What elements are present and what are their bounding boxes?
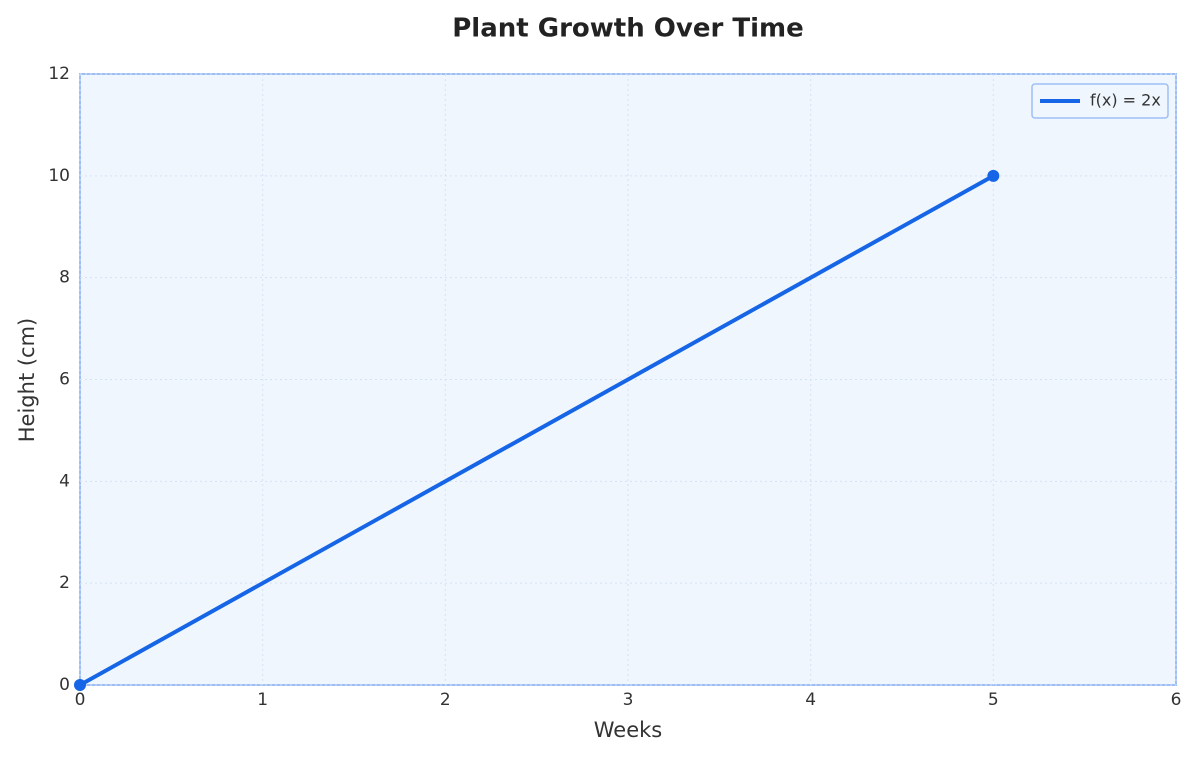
legend-label: f(x) = 2x <box>1090 91 1161 110</box>
y-tick-label: 2 <box>59 573 70 593</box>
x-tick-label: 3 <box>623 690 634 710</box>
y-tick-label: 4 <box>59 471 70 491</box>
x-tick-label: 4 <box>805 690 816 710</box>
x-tick-label: 2 <box>440 690 451 710</box>
x-tick-label: 5 <box>988 690 999 710</box>
y-axis-label: Height (cm) <box>15 318 39 442</box>
x-tick-label: 0 <box>75 690 86 710</box>
x-tick-label: 1 <box>257 690 268 710</box>
y-tick-label: 0 <box>59 675 70 695</box>
y-tick-label: 12 <box>48 64 70 84</box>
x-axis-label: Weeks <box>594 718 662 742</box>
y-tick-label: 6 <box>59 370 70 390</box>
point <box>987 169 1000 182</box>
line <box>79 174 995 687</box>
x-tick-label: 6 <box>1171 690 1182 710</box>
y-tick-label: 8 <box>59 268 70 288</box>
chart-title: Plant Growth Over Time <box>452 14 803 44</box>
legend-box <box>1031 83 1169 119</box>
y-tick-label: 10 <box>48 166 70 186</box>
point <box>74 679 86 691</box>
